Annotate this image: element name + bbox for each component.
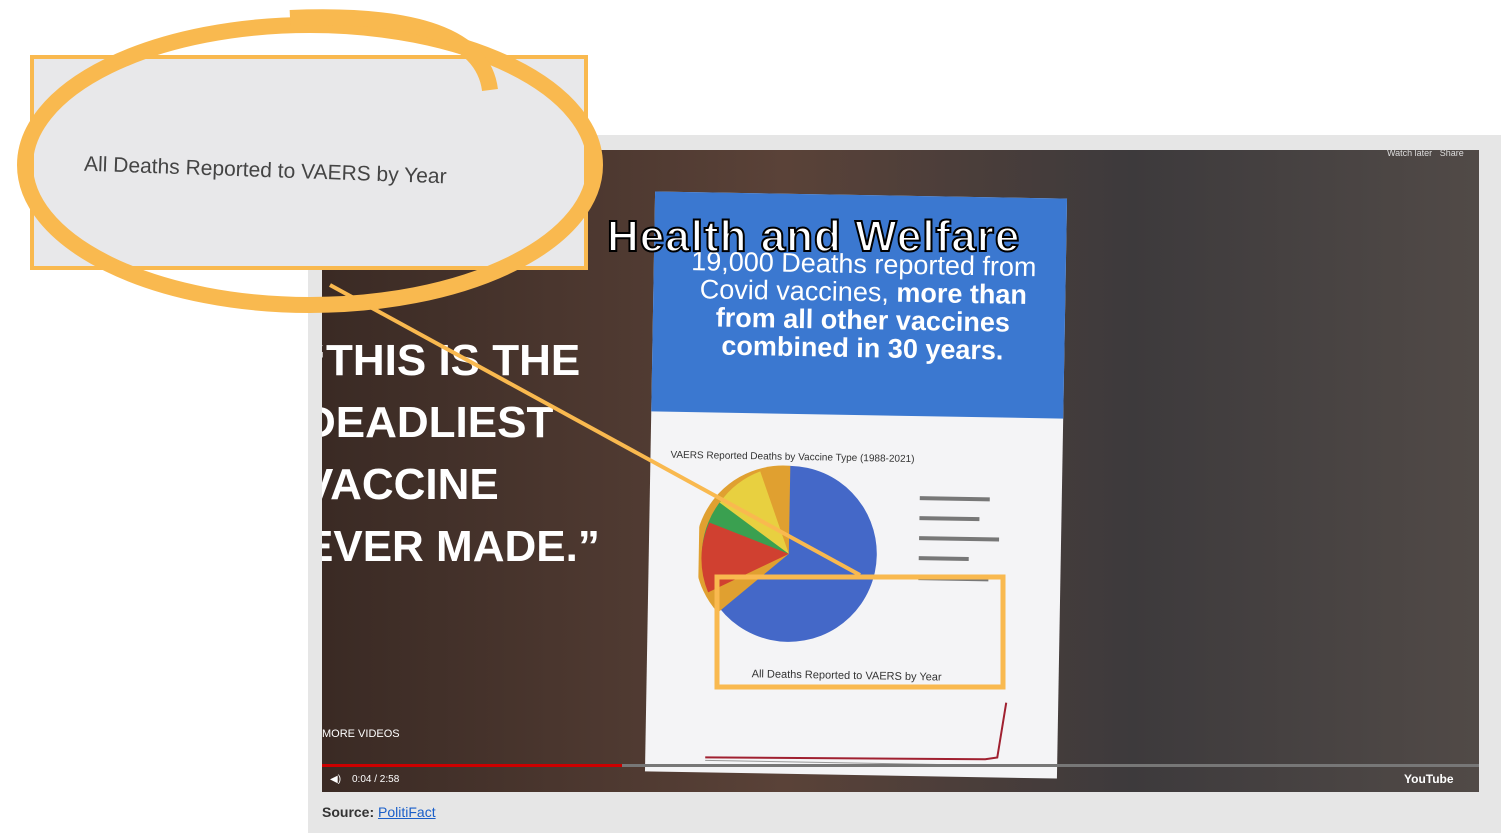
callout-circle	[0, 0, 620, 330]
source-link[interactable]: PolitiFact	[378, 804, 436, 820]
source: Source: PolitiFact	[322, 804, 436, 820]
page: 19,000 Deaths reported from Covid vaccin…	[0, 0, 1501, 833]
source-label: Source:	[322, 804, 374, 820]
